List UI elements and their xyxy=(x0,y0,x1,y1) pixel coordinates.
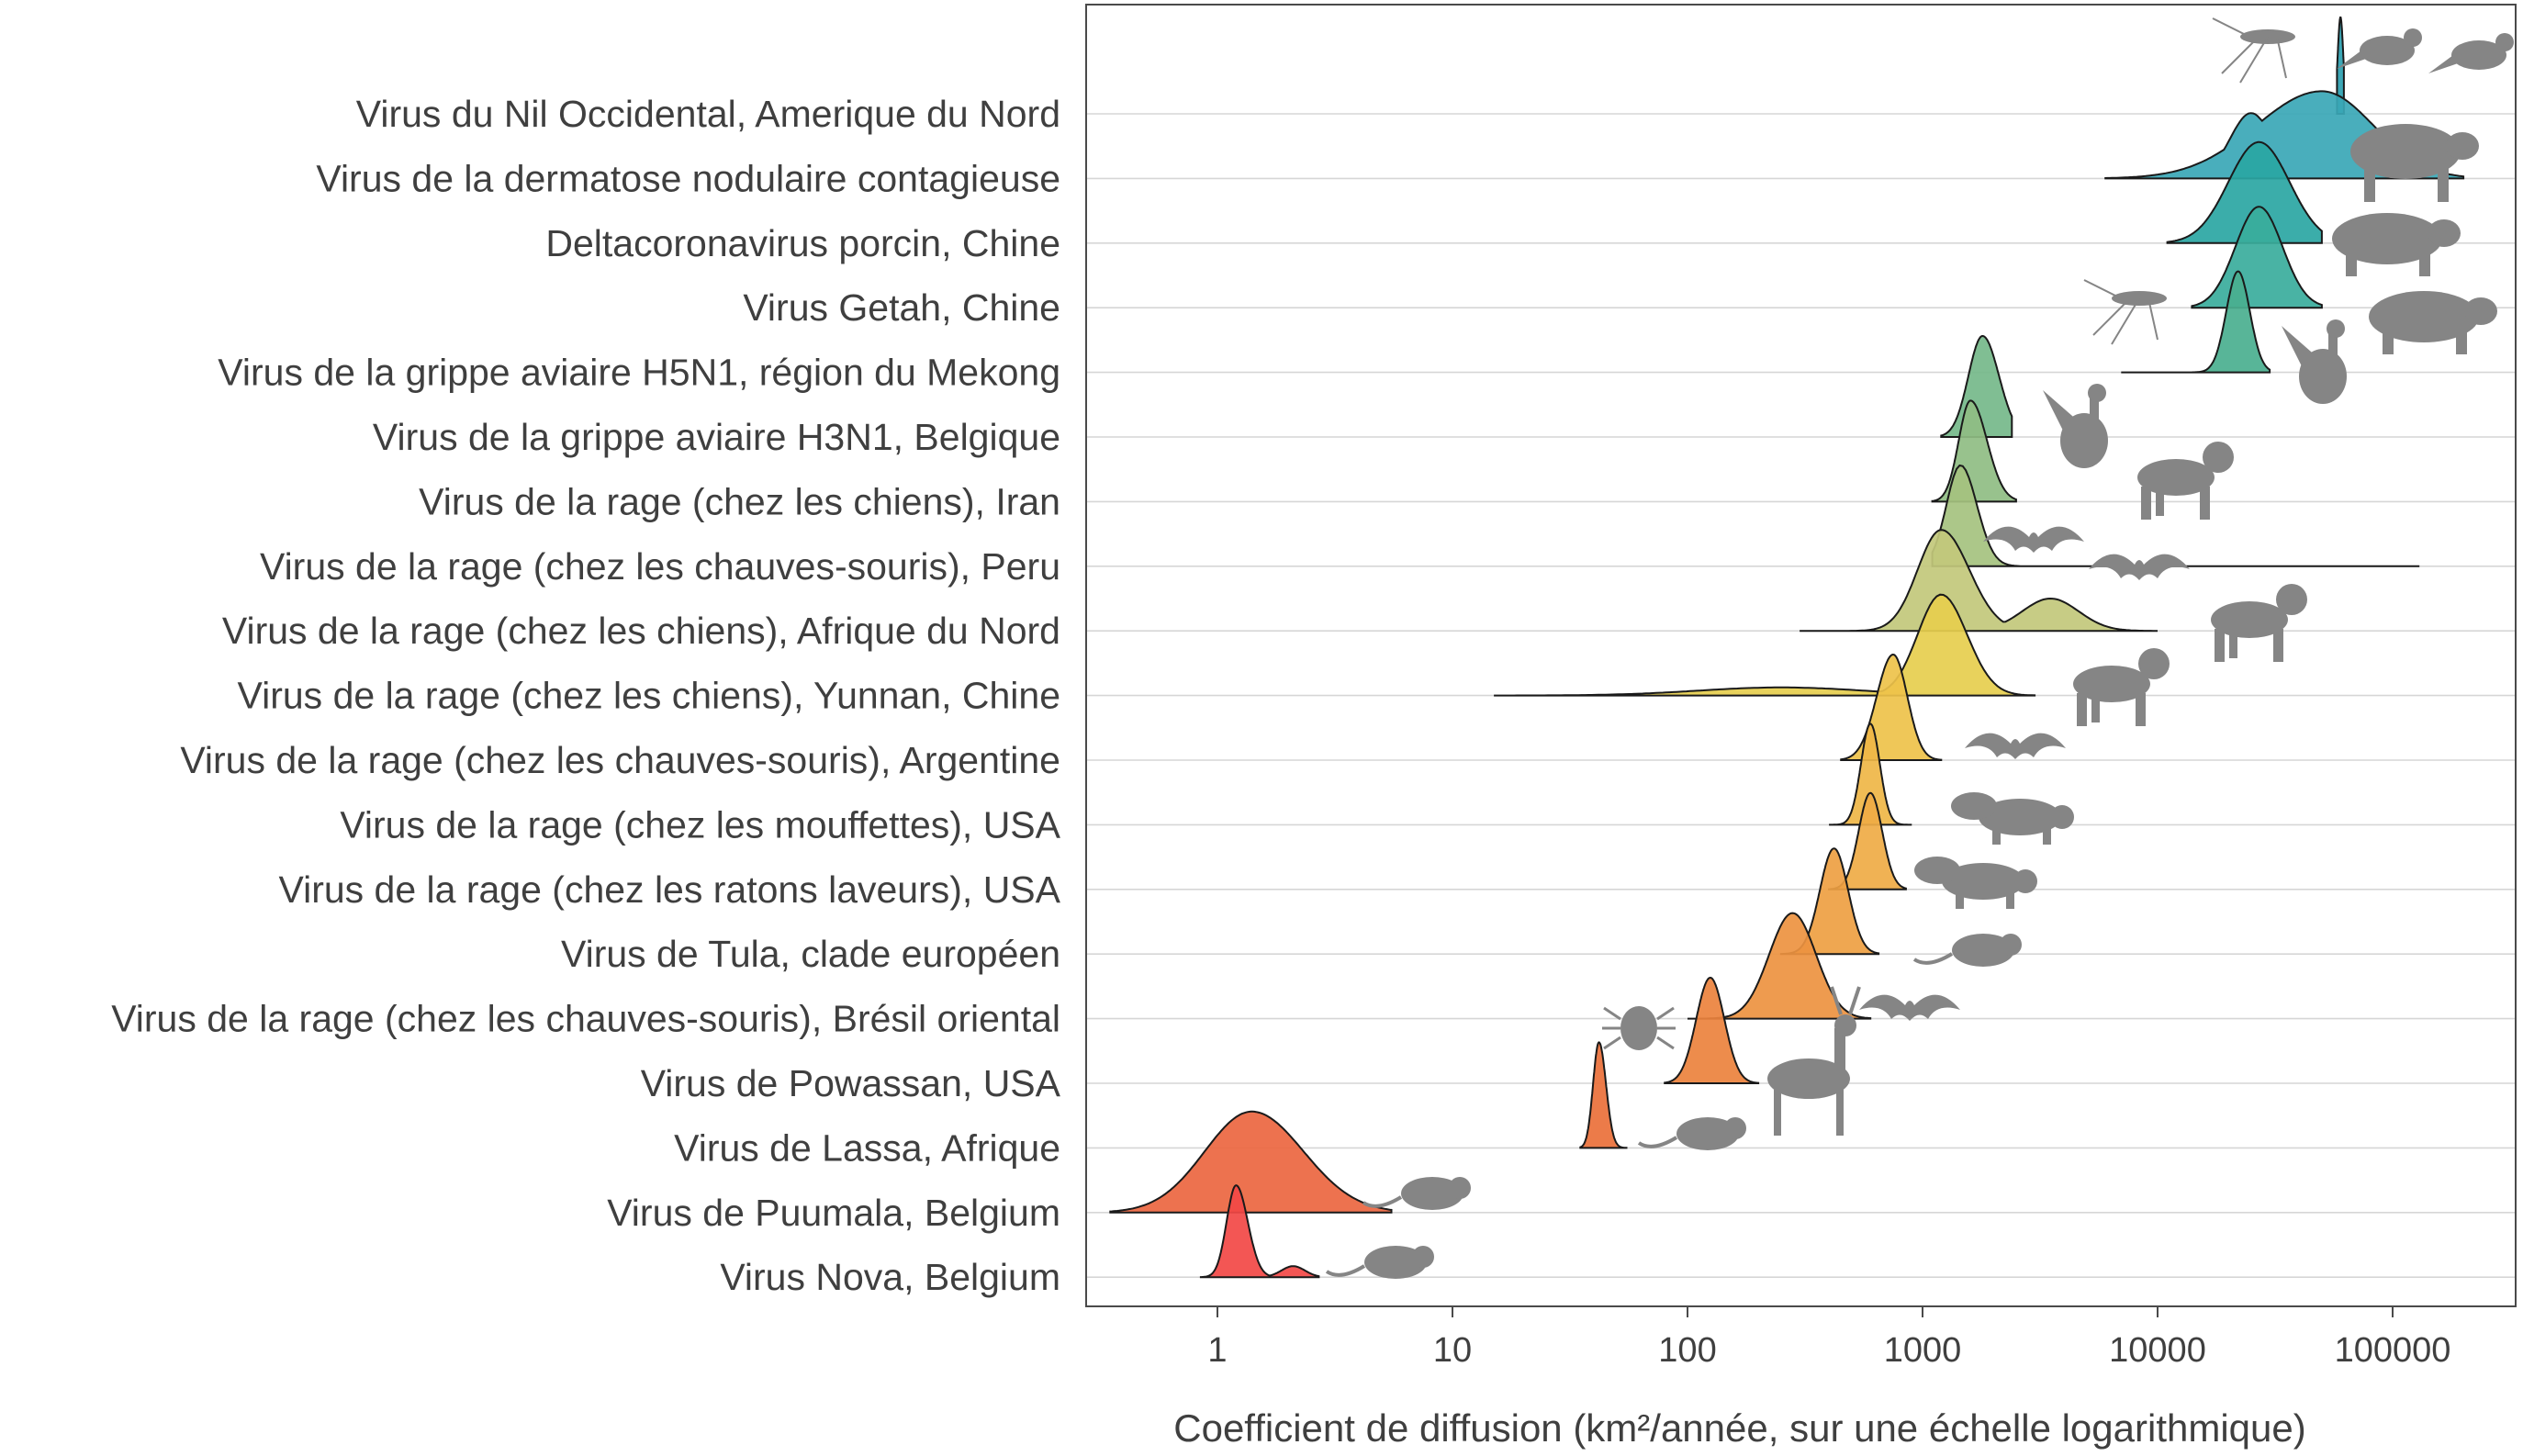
row-labels: Virus du Nil Occidental, Amerique du Nor… xyxy=(111,93,1060,1298)
density-ridge xyxy=(2121,270,2271,374)
density-ridge xyxy=(1494,593,2036,697)
raccoon-icon xyxy=(1914,857,2037,909)
bird-icon xyxy=(2337,28,2422,69)
row-label: Virus de la rage (chez les ratons laveur… xyxy=(278,868,1060,911)
cow-icon xyxy=(2350,124,2479,202)
row-label: Deltacoronavirus porcin, Chine xyxy=(545,222,1060,264)
row-label: Virus de Lassa, Afrique xyxy=(674,1126,1060,1169)
bat-icon xyxy=(1965,733,2066,759)
x-axis: 1 10 100 1000 10000 100000 xyxy=(1207,1306,2450,1370)
row-label: Virus Getah, Chine xyxy=(743,286,1060,329)
mouse-icon xyxy=(1362,1177,1471,1210)
density-ridge xyxy=(2191,206,2323,309)
goose-icon xyxy=(2043,384,2108,468)
bird-icon xyxy=(2428,33,2514,73)
row-label: Virus de la grippe aviaire H5N1, région … xyxy=(218,352,1060,394)
row-label: Virus de la rage (chez les chiens), Afri… xyxy=(222,610,1060,652)
row-label: Virus de la rage (chez les chauves-souri… xyxy=(111,998,1060,1040)
density-ridge xyxy=(1579,1041,1628,1149)
x-tick-label: 100000 xyxy=(2335,1331,2451,1370)
vole-icon xyxy=(1912,934,2022,967)
density-ridge xyxy=(1800,529,2158,633)
row-label: Virus de Powassan, USA xyxy=(641,1062,1061,1104)
row-label: Virus de la rage (chez les chiens), Iran xyxy=(419,480,1060,522)
host-icons xyxy=(1325,17,2514,1279)
tick-icon xyxy=(1602,1006,1676,1050)
row-label: Virus de la grippe aviaire H3N1, Belgiqu… xyxy=(373,416,1060,458)
row-label: Virus de la rage (chez les mouffettes), … xyxy=(340,803,1060,846)
dog-icon xyxy=(2137,442,2234,520)
skunk-icon xyxy=(1951,792,2074,845)
pig-icon xyxy=(2332,213,2461,276)
bat-icon xyxy=(1859,994,1960,1021)
x-tick-label: 1 xyxy=(1207,1331,1227,1370)
row-label: Virus de la dermatose nodulaire contagie… xyxy=(316,157,1060,199)
x-tick-label: 10 xyxy=(1433,1331,1472,1370)
mole-icon xyxy=(1325,1246,1434,1279)
dog-icon xyxy=(2073,648,2170,726)
density-ridges xyxy=(1109,17,2465,1279)
bat-icon xyxy=(1983,526,2084,553)
density-ridge xyxy=(2336,17,2345,115)
density-ridge xyxy=(1664,976,1760,1084)
row-label: Virus de la rage (chez les chauves-souri… xyxy=(180,739,1060,781)
density-ridge xyxy=(1829,722,1912,826)
x-tick-label: 1000 xyxy=(1884,1331,1962,1370)
density-ridge xyxy=(2166,140,2323,244)
mosquito-icon xyxy=(2212,17,2295,84)
x-axis-title: Coefficient de diffusion (km²/année, sur… xyxy=(1173,1406,2305,1450)
goose-icon xyxy=(2282,319,2347,404)
plot-frame xyxy=(1085,4,2517,1307)
row-label: Virus du Nil Occidental, Amerique du Nor… xyxy=(356,93,1060,135)
row-label: Virus de Puumala, Belgium xyxy=(607,1192,1060,1234)
density-ridge xyxy=(1199,1184,1320,1279)
row-label: Virus Nova, Belgium xyxy=(720,1256,1060,1298)
row-label: Virus de la rage (chez les chiens), Yunn… xyxy=(238,675,1060,717)
density-ridge xyxy=(1109,1110,1393,1214)
row-label: Virus de Tula, clade européen xyxy=(561,933,1060,975)
x-tick-label: 100 xyxy=(1658,1331,1716,1370)
deer-icon xyxy=(1767,986,1861,1136)
dog-icon xyxy=(2211,584,2307,662)
density-ridge xyxy=(1940,335,2013,438)
row-label: Virus de la rage (chez les chauves-souri… xyxy=(260,545,1060,588)
rat-icon xyxy=(1637,1117,1746,1150)
x-tick-label: 10000 xyxy=(2109,1331,2206,1370)
bat-icon xyxy=(2089,554,2190,580)
pig-icon xyxy=(2369,291,2497,354)
mosquito-icon xyxy=(2083,279,2167,345)
